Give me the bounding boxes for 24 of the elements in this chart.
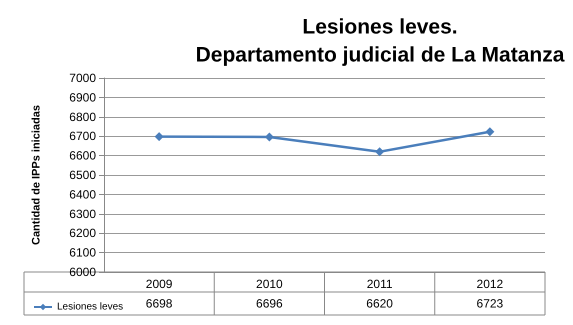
- x-tick-label: 2012: [476, 277, 504, 291]
- legend-label: Lesiones leves: [57, 302, 124, 312]
- y-tick-label: 6000: [69, 265, 96, 279]
- y-tick-label: 6900: [69, 90, 96, 104]
- x-tick-label: 2009: [146, 277, 173, 291]
- data-label: 6696: [256, 296, 284, 310]
- y-tick-label: 6200: [69, 226, 96, 240]
- y-axis-title: Cantidad de IPPs iniciadas: [30, 105, 42, 245]
- y-tick-label: 7000: [69, 71, 96, 85]
- chart-title: Lesiones leves. Departamento judicial de La Matanza: [196, 16, 565, 66]
- y-tick-label: 6100: [69, 246, 96, 260]
- y-tick-label: 6300: [69, 206, 96, 221]
- data-label: 6620: [366, 296, 394, 310]
- data-label: 6723: [476, 296, 504, 310]
- y-tick-label: 6600: [69, 148, 96, 163]
- point: [375, 147, 384, 156]
- point: [485, 127, 494, 136]
- y-tick-label: 6800: [69, 110, 96, 124]
- x-tick-label: 2010: [256, 277, 284, 291]
- y-tick-label: 6500: [69, 168, 96, 182]
- x-tick-label: 2011: [366, 277, 393, 291]
- y-tick-label: 6700: [69, 129, 96, 144]
- data-label: 6698: [146, 296, 173, 310]
- y-tick-label: 6400: [69, 187, 96, 202]
